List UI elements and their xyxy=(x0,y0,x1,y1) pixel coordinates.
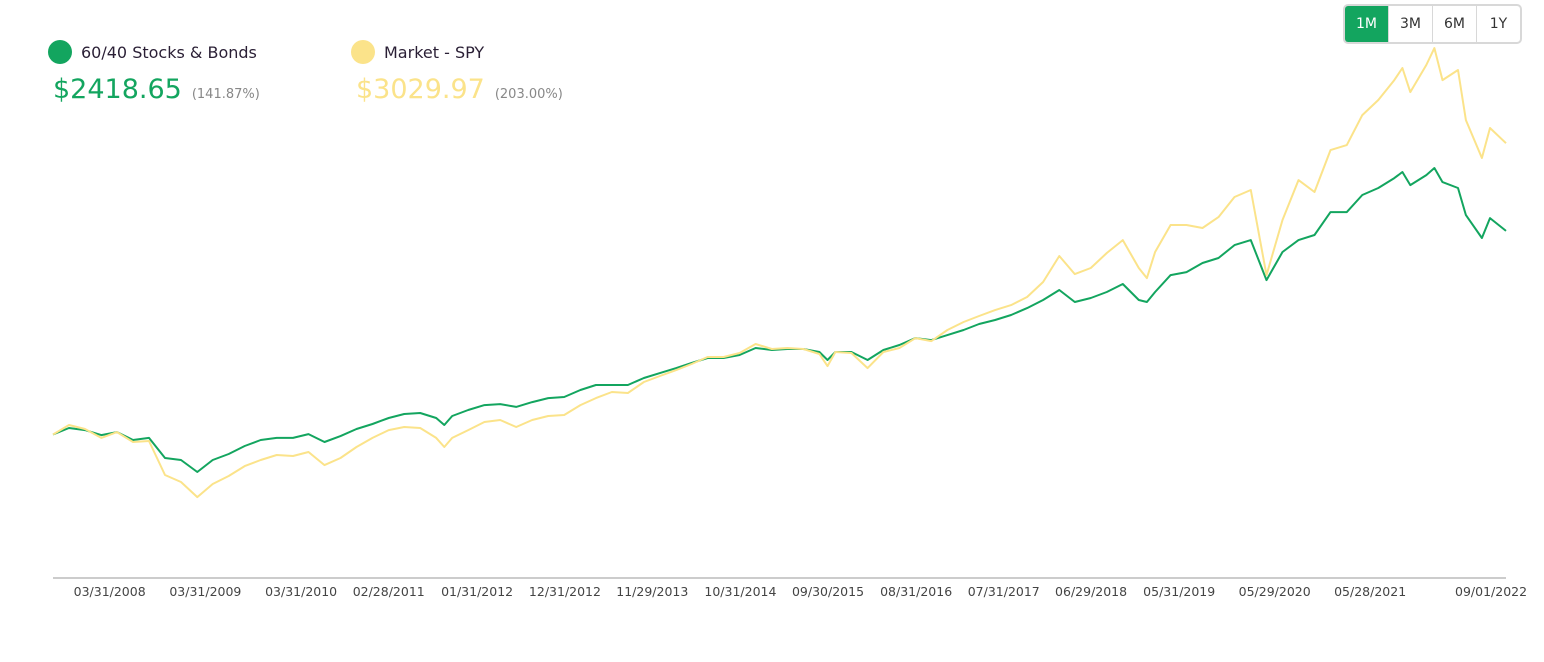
total-value: $3029.97 xyxy=(356,74,485,105)
legend-label: 60/40 Stocks & Bonds xyxy=(81,42,257,62)
x-tick-label: 05/28/2021 xyxy=(1334,584,1406,599)
x-tick-label: 09/30/2015 xyxy=(792,584,864,599)
change-percent: (141.87%) xyxy=(191,87,260,102)
range-button[interactable]: 3M xyxy=(1388,6,1432,42)
x-tick-label: 05/31/2019 xyxy=(1143,584,1215,599)
series-line xyxy=(52,47,1507,499)
x-tick-label: 02/28/2011 xyxy=(353,584,425,599)
x-tick-label: 06/29/2018 xyxy=(1055,584,1127,599)
x-tick-label: 03/31/2008 xyxy=(74,584,146,599)
legend-name-row: Market - SPY xyxy=(351,40,563,64)
total-value: $2418.65 xyxy=(53,74,182,105)
change-percent: (203.00%) xyxy=(494,87,563,102)
legend-value-row: $3029.97 (203.00%) xyxy=(356,74,563,105)
legend-dot xyxy=(351,40,375,64)
legend-value-row: $2418.65 (141.87%) xyxy=(53,74,260,105)
x-tick-label: 01/31/2012 xyxy=(441,584,513,599)
x-tick-label: 11/29/2013 xyxy=(616,584,688,599)
range-button[interactable]: 6M xyxy=(1432,6,1476,42)
legend-label: Market - SPY xyxy=(384,42,485,62)
range-button[interactable]: 1Y xyxy=(1476,6,1520,42)
x-tick-label: 10/31/2014 xyxy=(704,584,776,599)
legend-name-row: 60/40 Stocks & Bonds xyxy=(48,40,260,64)
legend-dot xyxy=(48,40,72,64)
legend-item: 60/40 Stocks & Bonds $2418.65 (141.87%) xyxy=(48,40,260,105)
x-tick-label: 03/31/2009 xyxy=(169,584,241,599)
x-tick-label: 09/01/2022 xyxy=(1455,584,1527,599)
series-line xyxy=(52,167,1507,473)
range-button[interactable]: 1M xyxy=(1345,6,1388,42)
x-tick-label: 05/29/2020 xyxy=(1239,584,1311,599)
legend-item: Market - SPY $3029.97 (203.00%) xyxy=(351,40,563,105)
range-selector: 1M 3M 6M 1Y xyxy=(1343,4,1522,44)
x-tick-label: 08/31/2016 xyxy=(880,584,952,599)
x-tick-label: 03/31/2010 xyxy=(265,584,337,599)
x-tick-label: 12/31/2012 xyxy=(529,584,601,599)
x-tick-label: 07/31/2017 xyxy=(968,584,1040,599)
